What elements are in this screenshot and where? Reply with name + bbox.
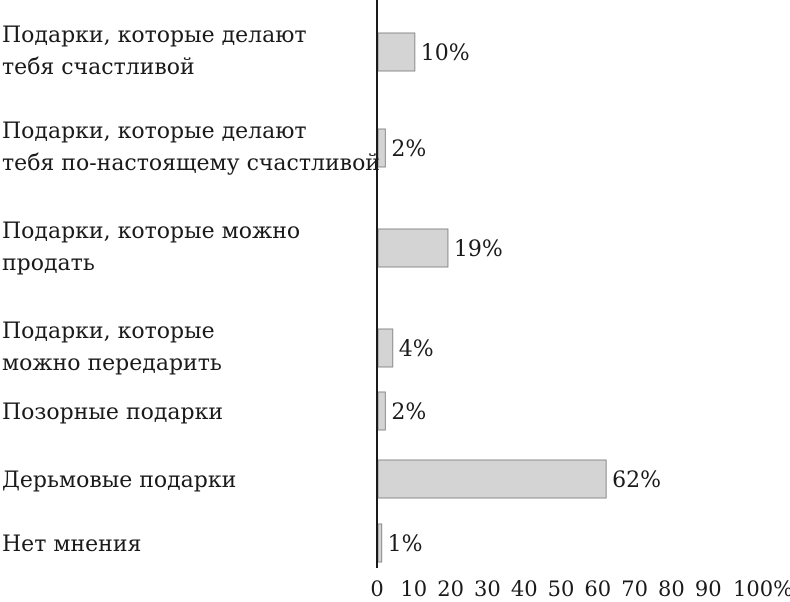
x-tick-label-10: 100% [733,577,790,601]
category-labels-group: Подарки, которые делают тебя счастливой По… [2,23,380,557]
category-label-2-line-1: продать [2,251,95,276]
x-tick-label-0: 0 [370,577,383,601]
x-tick-label-8: 80 [658,577,685,601]
value-label-4: 2% [391,400,426,425]
value-label-6: 1% [388,532,423,557]
x-tick-label-9: 90 [695,577,722,601]
value-label-3: 4% [399,337,434,362]
bar-2 [377,228,449,268]
category-label-3-line-1: можно передарить [2,351,222,376]
value-label-5: 62% [612,468,661,493]
bar-0 [377,32,416,72]
category-label-1-line-0: Подарки, которые делают [2,119,307,144]
category-label-5-line-0: Дерьмовые подарки [2,468,236,493]
x-tick-label-2: 20 [437,577,464,601]
category-label-1-line-1: тебя по-настоящему счастливой [2,151,380,176]
value-label-2: 19% [454,237,503,262]
bar-6 [377,523,383,563]
value-labels-group: 10% 2% 19% 4% 2% 62% 1% [388,41,661,557]
bar-3 [377,328,394,368]
x-tick-label-1: 10 [400,577,427,601]
x-tick-labels-group: 0 10 20 30 40 50 60 70 80 90 100% [370,577,790,601]
x-tick-label-7: 70 [621,577,648,601]
bar-4 [377,391,386,431]
category-label-0-line-0: Подарки, которые делают [2,23,307,48]
x-tick-label-4: 40 [511,577,538,601]
bars-group [377,32,607,563]
bar-5 [377,459,607,499]
category-label-0-line-1: тебя счастливой [2,55,195,80]
value-label-1: 2% [391,137,426,162]
x-tick-label-6: 60 [584,577,611,601]
category-label-3-line-0: Подарки, которые [2,319,215,344]
value-label-0: 10% [421,41,470,66]
x-tick-label-5: 50 [548,577,575,601]
x-tick-label-3: 30 [474,577,501,601]
category-label-2-line-0: Подарки, которые можно [2,219,300,244]
category-label-6-line-0: Нет мнения [2,532,141,557]
category-label-4-line-0: Позорные подарки [2,400,223,425]
